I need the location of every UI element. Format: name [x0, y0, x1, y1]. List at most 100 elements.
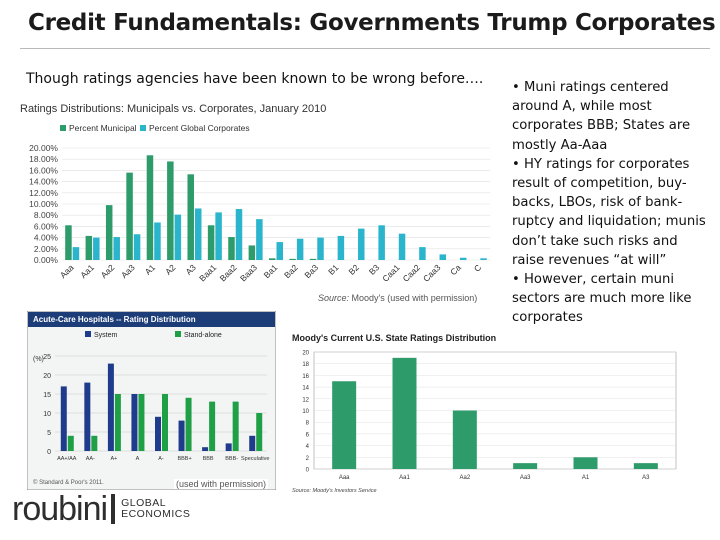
bar — [85, 235, 93, 260]
bar — [332, 381, 357, 469]
slide-subtitle: Though ratings agencies have been known … — [26, 71, 484, 87]
slide-title: Credit Fundamentals: Governments Trump C… — [28, 10, 716, 36]
bar — [126, 172, 133, 260]
y-tick-label: 2.00% — [34, 244, 59, 254]
x-tick-label: A2 — [163, 262, 178, 277]
bar — [202, 447, 209, 451]
x-tick-label: B1 — [326, 262, 341, 277]
bar — [65, 225, 72, 260]
title-divider — [20, 48, 710, 49]
x-tick-label: BBB — [203, 456, 214, 462]
y-tick-label: 14.00% — [29, 177, 58, 187]
chart1-source: Source: Moody's (used with permission) — [318, 293, 477, 303]
x-tick-label: Aa3 — [119, 262, 137, 280]
x-tick-label: C — [472, 262, 483, 273]
bar — [337, 235, 345, 260]
legend-swatch — [175, 331, 181, 337]
x-tick-label: Ba2 — [282, 262, 300, 280]
bar — [138, 394, 145, 451]
x-tick-label: A3 — [183, 262, 198, 277]
y-tick-label: 10 — [43, 411, 51, 418]
y-tick-label: 6 — [306, 432, 310, 438]
logo-subtext: GLOBAL ECONOMICS — [121, 498, 190, 520]
logo-divider — [111, 494, 116, 524]
bar — [573, 457, 598, 469]
chart3-source: Source: Moody's Investors Service — [292, 488, 377, 494]
y-tick-label: 4 — [306, 444, 310, 450]
bar — [452, 410, 477, 469]
hospitals-svg: Acute-Care Hospitals -- Rating Distribut… — [27, 311, 276, 490]
y-tick-label: 6.00% — [34, 221, 59, 231]
chart2-permission: (used with permission) — [174, 479, 269, 489]
x-tick-label: Speculative — [241, 456, 269, 462]
bar — [232, 401, 239, 451]
y-tick-label: 8.00% — [34, 210, 59, 220]
bar — [187, 174, 194, 260]
x-tick-label: Ca — [448, 262, 463, 277]
y-tick-label: 12.00% — [29, 188, 58, 198]
x-tick-label: Aaa — [58, 262, 76, 280]
bar — [131, 394, 138, 451]
bar — [194, 208, 202, 260]
roubini-logo: roubini GLOBAL ECONOMICS — [12, 492, 190, 526]
x-tick-label: Ba3 — [302, 262, 320, 280]
bar — [114, 394, 121, 451]
bar — [398, 233, 406, 260]
x-tick-label: A- — [158, 456, 164, 462]
y-tick-label: 0 — [47, 449, 51, 456]
bar — [84, 382, 91, 451]
bar — [249, 435, 256, 451]
bar — [276, 242, 283, 260]
bar — [269, 258, 276, 260]
hospitals-chart: Acute-Care Hospitals -- Rating Distribut… — [27, 311, 276, 490]
bar — [178, 420, 185, 451]
chart1-source-prefix: Source: — [318, 293, 350, 303]
x-tick-label: AA- — [86, 456, 95, 462]
y-tick-label: 18.00% — [29, 154, 58, 164]
y-tick-label: 10.00% — [29, 199, 58, 209]
y-tick-label: 5 — [47, 430, 51, 437]
bar — [60, 386, 67, 451]
state-ratings-svg: Moody's Current U.S. State Ratings Distr… — [292, 333, 677, 494]
x-tick-label: Ba1 — [262, 262, 280, 280]
x-tick-label: A+ — [110, 456, 117, 462]
bullet-item: • HY ratings for corporates result of co… — [512, 156, 706, 268]
x-tick-label: A3 — [642, 475, 650, 481]
x-tick-label: A1 — [143, 262, 158, 277]
y-tick-label: 16.00% — [29, 165, 58, 175]
bar — [155, 416, 161, 451]
chart2-copyright: © Standard & Poor's 2011. — [33, 479, 104, 486]
legend-label: Percent Global Corporates — [149, 123, 250, 133]
bar — [289, 258, 296, 260]
legend-label: System — [94, 332, 118, 339]
x-tick-label: Aa3 — [520, 475, 531, 481]
bar — [154, 222, 161, 260]
bar — [317, 237, 324, 260]
legend-label: Stand-alone — [184, 332, 222, 339]
bar — [296, 238, 304, 260]
y-tick-label: 20 — [43, 373, 51, 380]
bar — [480, 258, 487, 260]
chart1-title: Ratings Distributions: Municipals vs. Co… — [20, 103, 326, 115]
chart2-ylabel: (%) — [33, 356, 44, 363]
bar — [91, 435, 98, 451]
x-tick-label: A1 — [582, 475, 590, 481]
bullet-list: • Muni ratings centered around A, while … — [512, 78, 712, 328]
logo-word: roubini — [12, 490, 108, 528]
x-tick-label: Caa3 — [421, 262, 443, 284]
bar — [248, 245, 256, 260]
bar — [513, 463, 538, 469]
y-tick-label: 12 — [302, 397, 309, 403]
x-tick-label: Aaa — [339, 475, 350, 481]
bar — [392, 357, 417, 469]
logo-sub2: ECONOMICS — [121, 508, 191, 520]
muni-vs-corporates-chart: Ratings Distributions: Municipals vs. Co… — [20, 100, 490, 310]
bar — [72, 247, 80, 260]
chart3-title: Moody's Current U.S. State Ratings Distr… — [292, 333, 496, 343]
y-tick-label: 0.00% — [34, 255, 59, 265]
bar — [378, 225, 385, 260]
bar — [133, 234, 141, 260]
x-tick-label: B2 — [347, 262, 362, 277]
y-tick-label: 8 — [306, 421, 310, 427]
muni-vs-corporates-svg: Ratings Distributions: Municipals vs. Co… — [20, 103, 490, 284]
